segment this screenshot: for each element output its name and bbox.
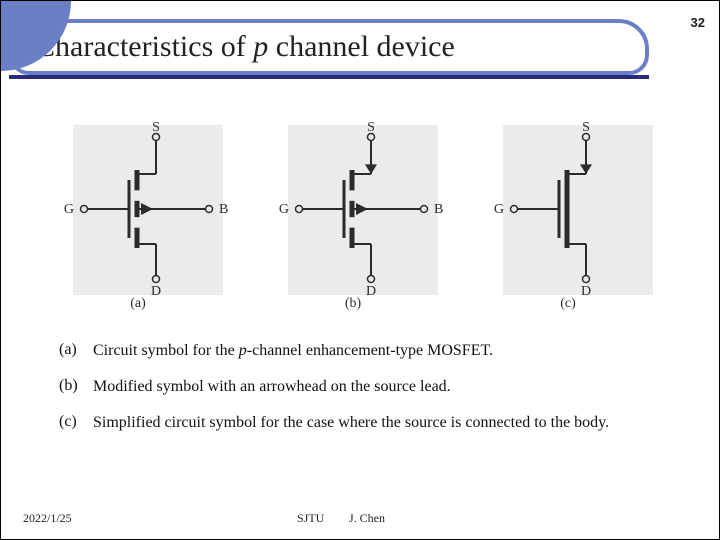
title-ital: p bbox=[253, 30, 268, 63]
mosfet-diagram: S D G B (a) bbox=[49, 119, 239, 314]
svg-text:D: D bbox=[366, 284, 376, 299]
title-pill: Characteristics of p channel device bbox=[9, 19, 649, 75]
caption-label: (c) bbox=[59, 413, 93, 433]
svg-text:D: D bbox=[151, 284, 161, 299]
svg-text:(b): (b) bbox=[345, 296, 362, 311]
svg-text:B: B bbox=[434, 202, 443, 217]
slide-title: Characteristics of p channel device bbox=[35, 30, 455, 64]
title-bar: Characteristics of p channel device bbox=[1, 19, 719, 89]
svg-text:(c): (c) bbox=[560, 296, 576, 311]
mosfet-diagram: S D G (c) bbox=[479, 119, 669, 314]
caption-text: Modified symbol with an arrowhead on the… bbox=[93, 377, 671, 397]
caption-item: (a) Circuit symbol for the p-channel enh… bbox=[59, 341, 671, 361]
svg-text:S: S bbox=[367, 120, 375, 135]
caption-label: (b) bbox=[59, 377, 93, 397]
title-prefix: Characteristics of bbox=[35, 30, 253, 63]
svg-text:B: B bbox=[219, 202, 228, 217]
footer-author: J. Chen bbox=[349, 511, 385, 526]
caption-item: (b) Modified symbol with an arrowhead on… bbox=[59, 377, 671, 397]
title-underline bbox=[9, 75, 649, 79]
mosfet-diagram: S D G B (b) bbox=[264, 119, 454, 314]
svg-text:G: G bbox=[279, 202, 289, 217]
footer-date: 2022/1/25 bbox=[23, 511, 72, 526]
slide-root: 32 Characteristics of p channel device S… bbox=[0, 0, 720, 540]
caption-item: (c) Simplified circuit symbol for the ca… bbox=[59, 413, 671, 433]
footer-institution: SJTU bbox=[297, 511, 324, 526]
diagram-row: S D G B (a) S D G B (b) S D G (c) bbox=[49, 119, 669, 314]
caption-text: Simplified circuit symbol for the case w… bbox=[93, 413, 671, 433]
svg-text:S: S bbox=[582, 120, 590, 135]
footer: 2022/1/25 SJTU J. Chen bbox=[1, 511, 719, 529]
title-suffix: channel device bbox=[268, 30, 455, 63]
svg-text:D: D bbox=[581, 284, 591, 299]
svg-text:S: S bbox=[152, 120, 160, 135]
caption-list: (a) Circuit symbol for the p-channel enh… bbox=[59, 341, 671, 449]
svg-text:G: G bbox=[494, 202, 504, 217]
page-number: 32 bbox=[691, 15, 705, 30]
svg-text:(a): (a) bbox=[130, 296, 146, 311]
caption-label: (a) bbox=[59, 341, 93, 361]
svg-text:G: G bbox=[64, 202, 74, 217]
caption-text: Circuit symbol for the p-channel enhance… bbox=[93, 341, 671, 361]
